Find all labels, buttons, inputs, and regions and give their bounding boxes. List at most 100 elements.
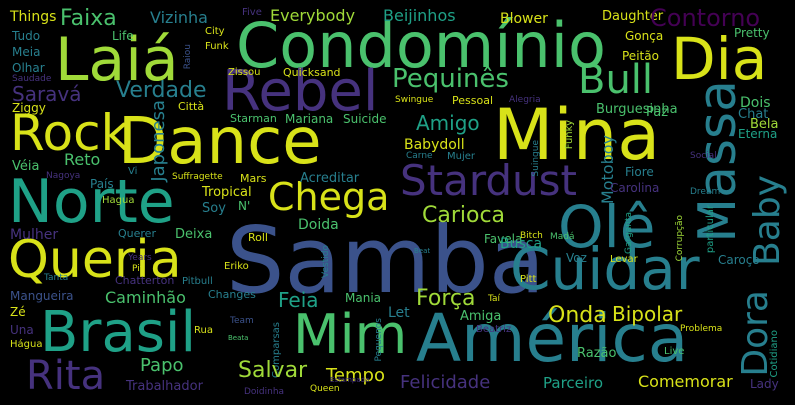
- word-mariana: Mariana: [285, 112, 334, 126]
- word-rua: Rua: [194, 325, 213, 336]
- word-team: Team: [230, 316, 254, 326]
- word-pitbull: Pitbull: [182, 276, 213, 287]
- word-tropical: Tropical: [202, 185, 252, 200]
- word-fiore: Fiore: [625, 165, 654, 179]
- word-tai: Taí: [488, 294, 501, 304]
- word-blower: Blower: [500, 11, 548, 27]
- word-hagua2: Hágua: [10, 339, 43, 350]
- word-dance: Dance: [118, 105, 322, 179]
- word-tudo: Tudo: [12, 29, 41, 43]
- word-bipolar: Bipolar: [612, 302, 683, 326]
- word-dia: Dia: [671, 25, 768, 93]
- word-n: N': [238, 199, 251, 213]
- word-massa: Massa: [688, 80, 748, 243]
- word-contorno: Contorno: [650, 4, 761, 32]
- word-mania: Mania: [345, 291, 381, 305]
- word-paz: Paz: [646, 105, 669, 120]
- word-japonesa: Japonesa: [148, 100, 169, 182]
- word-querer: Querer: [118, 227, 156, 240]
- word-changes: Changes: [208, 288, 256, 301]
- word-faixa: Faixa: [60, 6, 117, 31]
- word-live: Live: [664, 346, 685, 357]
- word-rebel: Rebel: [222, 59, 379, 124]
- word-felicidade: Felicidade: [400, 372, 491, 393]
- word-peitao: Peitão: [622, 49, 659, 63]
- word-laia: Laiá: [55, 25, 179, 95]
- word-cuidar: Cuidar: [510, 235, 700, 303]
- word-gonca: Gonça: [625, 29, 664, 43]
- word-tanta: Tanta: [44, 273, 69, 283]
- word-rock: Rock: [10, 104, 130, 162]
- word-vi: Vi: [128, 166, 138, 177]
- word-chega: Chega: [268, 175, 390, 219]
- word-pessoal: Pessoal: [452, 94, 493, 107]
- word-alegria: Alegria: [509, 95, 541, 105]
- word-rita: Rita: [26, 353, 106, 399]
- word-burguesinha: Burguesinha: [596, 102, 678, 117]
- word-years: Years: [128, 253, 152, 263]
- word-comemorar: Comemorar: [638, 372, 733, 391]
- word-problema: Problema: [680, 324, 723, 334]
- word-amigo: Amigo: [416, 111, 480, 135]
- word-una: Una: [10, 323, 34, 337]
- word-swingue: Swingue: [395, 95, 434, 105]
- word-america: América: [416, 300, 689, 377]
- word-busca: Busca: [500, 236, 543, 252]
- word-eterna: Eterna: [738, 127, 778, 141]
- word-chatterton: Chatterton: [115, 274, 175, 287]
- word-voz: Voz: [566, 251, 587, 265]
- word-zissou: Zissou: [228, 67, 261, 78]
- word-mim: Mim: [293, 303, 408, 366]
- word-stardust: Stardust: [400, 156, 578, 205]
- word-caroco: Caroço: [718, 253, 760, 267]
- word-deixa: Deixa: [175, 227, 213, 242]
- word-papo: Papo: [140, 355, 184, 376]
- word-razao: Razão: [577, 346, 617, 361]
- word-particular: particular: [705, 205, 716, 254]
- word-eriko: Eriko: [224, 261, 249, 272]
- word-forca: Força: [416, 286, 476, 311]
- word-roll: Roll: [248, 231, 268, 244]
- word-veia: Véia: [12, 159, 40, 174]
- word-bitch: Bitch: [520, 231, 543, 241]
- word-vestido: Vestido: [321, 245, 331, 278]
- word-mulher: Mulher: [10, 227, 59, 243]
- word-queria: Queria: [8, 230, 182, 290]
- word-vizinha: Vizinha: [150, 8, 208, 27]
- word-beat: Beat: [414, 247, 431, 255]
- word-pequenos: Pequenos: [374, 318, 384, 362]
- word-city: City: [205, 26, 225, 37]
- word-mina: Mina: [493, 94, 661, 176]
- word-beijinhos: Beijinhos: [383, 6, 456, 25]
- word-samba: Samba: [226, 207, 546, 314]
- word-salvar: Salvar: [238, 358, 308, 383]
- word-pit: Pit: [132, 264, 144, 274]
- word-quicksand: Quicksand: [283, 66, 341, 79]
- word-saudade: Saudade: [12, 74, 52, 84]
- word-five: Five: [242, 7, 262, 18]
- word-pitt: Pitt: [520, 274, 537, 285]
- word-verdade: Verdade: [116, 78, 207, 103]
- word-reto: Reto: [64, 150, 101, 169]
- word-mada: Madá: [550, 232, 575, 242]
- word-doida: Doida: [298, 217, 339, 233]
- word-trabalhador: Trabalhador: [126, 379, 203, 394]
- word-olhar: Olhar: [12, 61, 45, 75]
- word-beatriz: Beatriz: [476, 324, 512, 335]
- word-corrupcao: Corrupção: [675, 215, 685, 262]
- word-queen: Queen: [310, 384, 340, 394]
- word-mujer: Mujer: [447, 151, 476, 162]
- word-starman: Starman: [230, 112, 277, 125]
- word-caminhao: Caminhão: [105, 288, 186, 307]
- word-dois: Dois: [740, 95, 771, 111]
- word-ziggy: Ziggy: [12, 101, 46, 115]
- word-doidinha: Doidinha: [244, 387, 285, 397]
- word-everybody: Everybody: [270, 6, 356, 25]
- word-acreditar: Acreditar: [300, 171, 360, 186]
- word-norte: Norte: [8, 167, 175, 237]
- word-levar: Levar: [610, 254, 638, 265]
- word-suicide: Suicide: [343, 112, 387, 126]
- word-mars: Mars: [240, 172, 267, 185]
- word-saraVa: Saravá: [12, 82, 82, 106]
- word-favela: Favela: [484, 232, 523, 246]
